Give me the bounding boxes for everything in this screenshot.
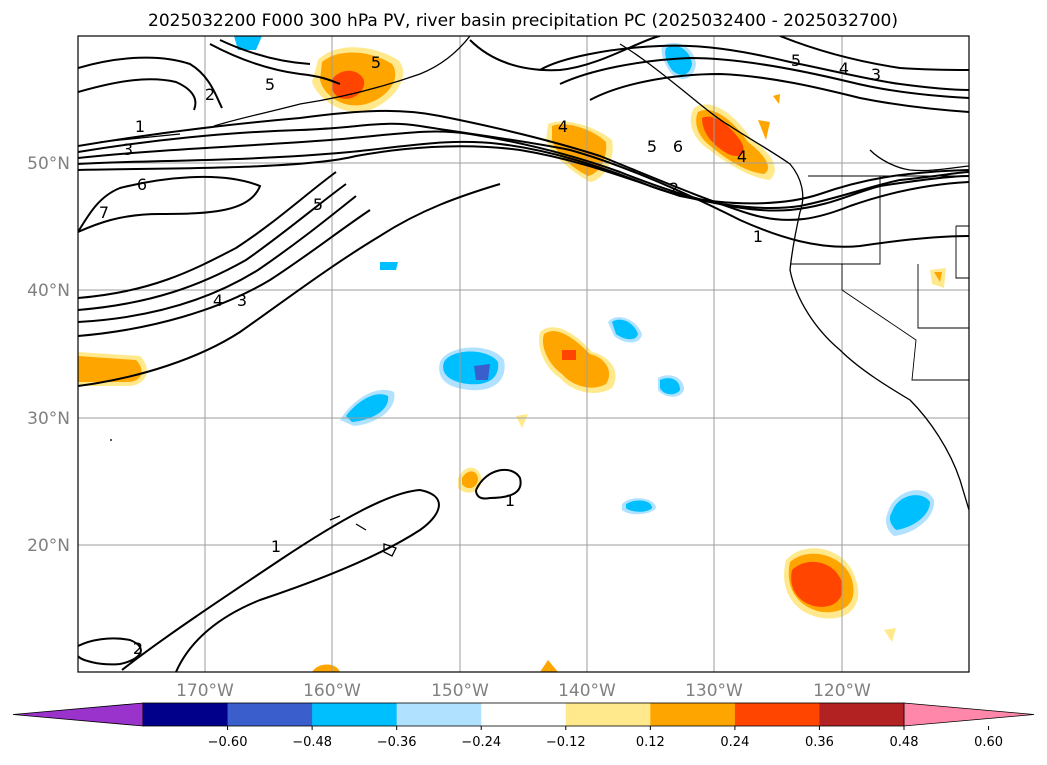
longitude-labels: 170°W 160°W 150°W 140°W 130°W 120°W xyxy=(176,681,871,701)
colorbar-segment xyxy=(481,703,567,726)
lon-label-150w: 150°W xyxy=(431,681,489,701)
contour-label: 6 xyxy=(673,137,683,156)
contour-label: 3 xyxy=(237,291,247,310)
colorbar-segment xyxy=(227,703,313,726)
lon-label-120w: 120°W xyxy=(813,681,871,701)
contour-label: 2 xyxy=(669,179,679,198)
colorbar-segment xyxy=(819,703,905,726)
lat-label-30n: 30°N xyxy=(27,409,70,429)
colorbar-tick-label: 0.36 xyxy=(805,735,834,750)
colorbar-tick-label: −0.48 xyxy=(292,735,332,750)
contour-label: 5 xyxy=(265,75,275,94)
colorbar-outline xyxy=(142,702,905,727)
contour-label: 4 xyxy=(737,147,747,166)
contour-label: 3 xyxy=(123,140,133,159)
contour-label: 4 xyxy=(839,59,849,78)
coastlines xyxy=(99,36,969,557)
graticule xyxy=(78,36,969,672)
colorbar-extend-low xyxy=(12,702,144,727)
colorbar-segment xyxy=(312,703,398,726)
colorbar-tick-label: 0.48 xyxy=(890,735,919,750)
pv-contour-labels: 1 3 6 5 2 7 5 4 3 4 5 6 2 1 5 4 3 4 5 1 … xyxy=(99,51,881,658)
positive-anomaly-central xyxy=(538,327,616,393)
map-frame xyxy=(77,35,970,673)
colorbar-segment xyxy=(396,703,482,726)
lon-label-130w: 130°W xyxy=(685,681,743,701)
colorbar-segment xyxy=(734,703,820,726)
contour-label: 5 xyxy=(647,137,657,156)
contour-label: 1 xyxy=(135,117,145,136)
colorbar-segment xyxy=(565,703,651,726)
contour-label: 3 xyxy=(871,65,881,84)
lon-label-160w: 160°W xyxy=(303,681,361,701)
contour-label: 1 xyxy=(505,491,515,510)
colorbar-segment xyxy=(650,703,736,726)
latitude-labels: 20°N 30°N 40°N 50°N xyxy=(27,154,70,556)
colorbar-segment xyxy=(143,703,229,726)
lat-label-40n: 40°N xyxy=(27,281,70,301)
contour-label: 1 xyxy=(753,227,763,246)
colorbar-tick-label: −0.12 xyxy=(546,735,586,750)
lon-label-170w: 170°W xyxy=(176,681,234,701)
contour-label: 1 xyxy=(271,537,281,556)
negative-anomaly-blobs xyxy=(234,36,935,536)
contour-label: 4 xyxy=(558,117,568,136)
contour-label: 6 xyxy=(137,175,147,194)
contour-label: 7 xyxy=(99,203,109,222)
positive-anomaly-baja xyxy=(784,548,859,619)
contour-label: 5 xyxy=(313,195,323,214)
colorbar-extend-high xyxy=(903,702,1035,727)
colorbar-tick-label: 0.24 xyxy=(720,735,749,750)
map-panel: 1 3 6 5 2 7 5 4 3 4 5 6 2 1 5 4 3 4 5 1 … xyxy=(78,36,969,672)
lat-label-20n: 20°N xyxy=(27,536,70,556)
lon-label-140w: 140°W xyxy=(558,681,616,701)
colorbar-tick-label: 0.12 xyxy=(636,735,665,750)
positive-anomaly-gulf-of-alaska xyxy=(312,47,404,112)
colorbar-tick-label: −0.36 xyxy=(377,735,417,750)
pc-shading xyxy=(78,36,946,672)
contour-label: 5 xyxy=(791,51,801,70)
colorbar-tick-label: −0.60 xyxy=(208,735,248,750)
colorbar: −0.60 −0.48 −0.36 −0.24 −0.12 0.12 0.24 0.36 0.4… xyxy=(12,702,1035,750)
pv-contours xyxy=(78,36,969,672)
contour-label: 5 xyxy=(371,53,381,72)
colorbar-tick-label: 0.60 xyxy=(974,735,1003,750)
contour-label: 2 xyxy=(133,639,143,658)
contour-label: 4 xyxy=(213,291,223,310)
contour-label: 2 xyxy=(205,85,215,104)
colorbar-tick-label: −0.24 xyxy=(461,735,501,750)
lat-label-50n: 50°N xyxy=(27,154,70,174)
figure-title: 2025032200 F000 300 hPa PV, river basin … xyxy=(148,11,898,31)
